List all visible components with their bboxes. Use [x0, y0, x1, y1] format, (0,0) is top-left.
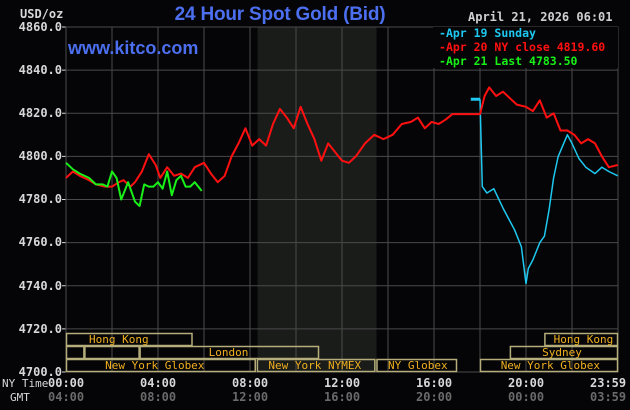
x-tick-gmt: 12:00 — [232, 390, 269, 404]
y-tick: 4760.0 — [18, 235, 62, 249]
x-tick-gmt: 00:00 — [508, 390, 545, 404]
y-tick: 4700.0 — [18, 365, 62, 379]
y-tick: 4840.0 — [18, 63, 62, 77]
x-tick-gmt: 20:00 — [416, 390, 453, 404]
series-line — [65, 86, 619, 188]
y-tick: 4800.0 — [18, 149, 62, 163]
trading-sessions: Hong Kong London New York Globex New York N… — [65, 332, 619, 373]
x-tick-ny: 04:00 — [140, 376, 177, 390]
session-label: NY Globex — [388, 359, 448, 372]
session-label: New York Globex — [501, 359, 601, 372]
x-tick-gmt: 03:59 — [590, 390, 627, 404]
x-tick-ny: 12:00 — [324, 376, 361, 390]
series-line — [65, 162, 203, 207]
y-tick: 4820.0 — [18, 106, 62, 120]
legend-item-apr20: -Apr 20 NY close 4819.60 — [439, 40, 606, 54]
y-tick: 4780.0 — [18, 192, 62, 206]
x-tick-ny: 16:00 — [416, 376, 453, 390]
y-tick: 4860.0 — [18, 20, 62, 34]
session-label: New York Globex — [105, 359, 205, 372]
legend-item-apr21: -Apr 21 Last 4783.50 — [439, 54, 578, 68]
y-tick: 4720.0 — [18, 322, 62, 336]
legend-swatch: - — [439, 54, 446, 68]
legend-item-apr19: -Apr 19 Sunday — [439, 26, 536, 40]
ny-time-row-label: NY Time — [2, 377, 49, 390]
kitco-watermark[interactable]: www.kitco.com — [68, 38, 199, 58]
session-label: New York NYMEX — [268, 359, 361, 372]
session-label: Sydney — [542, 346, 582, 359]
y-tick: 4740.0 — [18, 279, 62, 293]
legend: -Apr 19 Sunday -Apr 20 NY close 4819.60 … — [433, 27, 618, 68]
x-tick-gmt: 04:00 — [48, 390, 85, 404]
price-series — [65, 86, 619, 285]
session-label: Hong Kong — [89, 333, 149, 346]
y-axis-unit: USD/oz — [20, 7, 64, 21]
x-tick-gmt: 16:00 — [324, 390, 361, 404]
chart-title: 24 Hour Spot Gold (Bid) — [174, 4, 386, 25]
x-tick-ny: 00:00 — [48, 376, 85, 390]
legend-swatch: - — [439, 40, 446, 54]
series-line — [479, 99, 619, 285]
datestamp: April 21, 2026 06:01 — [468, 10, 613, 24]
x-tick-gmt: 08:00 — [140, 390, 177, 404]
gmt-row-label: GMT — [10, 391, 30, 404]
x-tick-ny: 08:00 — [232, 376, 269, 390]
session-label: London — [209, 346, 249, 359]
legend-swatch: - — [439, 26, 446, 40]
x-tick-ny: 20:00 — [508, 376, 545, 390]
x-tick-ny: 23:59 — [590, 376, 627, 390]
session-label: Hong Kong — [554, 333, 614, 346]
